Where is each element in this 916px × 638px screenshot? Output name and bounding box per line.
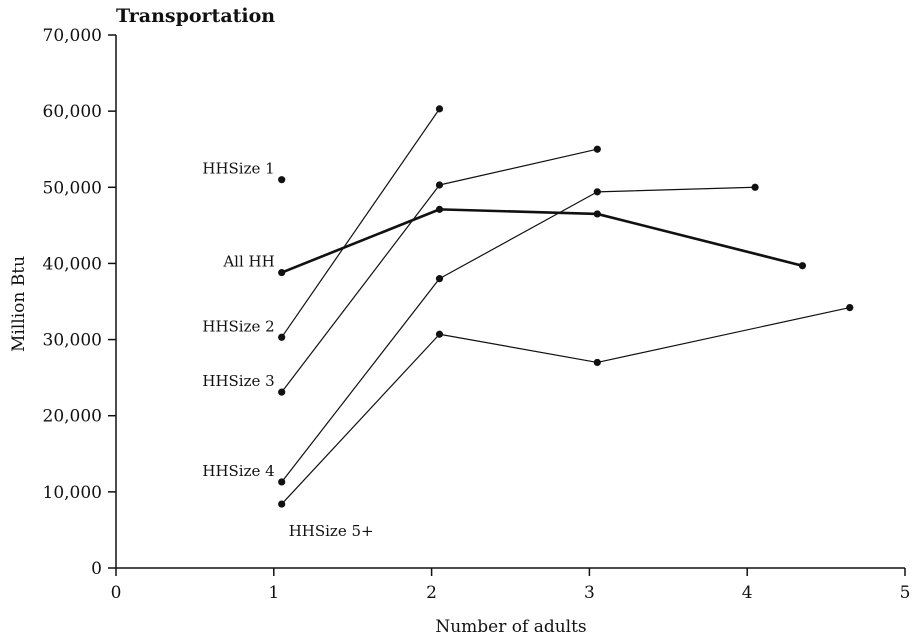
data-point-hhsize-3	[435, 181, 444, 189]
series-line-hhsize-5	[281, 307, 850, 505]
data-point-hhsize-3	[278, 388, 286, 396]
data-point-hhsize-5	[846, 303, 854, 312]
data-point-all-hh	[593, 210, 601, 218]
y-tick-label: 0	[91, 559, 102, 579]
series-label-hhsize-4: HHSize 4	[202, 462, 274, 480]
series-label-hhsize-2: HHSize 2	[202, 317, 274, 335]
series-line-hhsize-2	[281, 108, 440, 338]
data-point-hhsize-5	[593, 358, 601, 367]
data-point-hhsize-3	[593, 145, 601, 153]
data-point-hhsize-2	[435, 105, 444, 113]
x-tick-label: 2	[426, 583, 437, 603]
chart-title: Transportation	[116, 5, 275, 27]
series-line-all-hh	[281, 208, 803, 274]
y-tick-label: 30,000	[43, 331, 102, 351]
data-point-all-hh	[435, 205, 444, 213]
axes: 0 10,000 20,000 30,000 40,000 50,000 60,000 70,…	[43, 26, 911, 603]
y-tick-label: 40,000	[43, 254, 102, 274]
data-point-hhsize-4	[278, 478, 286, 486]
x-tick-label: 0	[111, 583, 122, 603]
y-axis-title: Million Btu	[9, 256, 29, 352]
y-tick-label: 10,000	[43, 483, 102, 503]
x-tick-label: 5	[900, 583, 911, 603]
data-point-hhsize-5	[435, 330, 444, 338]
axis-frame	[115, 35, 905, 569]
data-point-all-hh	[798, 262, 807, 270]
y-tick-label: 50,000	[43, 178, 102, 198]
x-axis-title: Number of adults	[435, 617, 586, 637]
data-point-hhsize-4	[751, 183, 759, 191]
x-tick-label: 1	[268, 583, 279, 603]
series-label-hhsize-5: HHSize 5+	[289, 522, 374, 540]
series-labels: HHSize 1 All HH HHSize 2 HHSize 3 HHSize 4 HH…	[202, 160, 373, 540]
data-point-hhsize-4	[435, 275, 444, 283]
series-label-hhsize-3: HHSize 3	[202, 372, 274, 390]
data-point-hhsize-2	[278, 333, 286, 341]
series-label-hhsize-1: HHSize 1	[202, 160, 274, 178]
data-point-hhsize-1	[278, 176, 286, 184]
series-line-hhsize-4	[281, 186, 756, 483]
series-lines	[281, 108, 850, 505]
data-point-all-hh	[278, 268, 286, 277]
x-tick-label: 3	[584, 583, 595, 603]
y-tick-label: 20,000	[43, 407, 102, 427]
x-tick-label: 4	[742, 583, 753, 603]
data-point-hhsize-4	[593, 188, 601, 196]
y-tick-label: 60,000	[43, 102, 102, 122]
series-points	[278, 105, 854, 508]
y-tick-label: 70,000	[43, 26, 102, 46]
y-axis-title-group: Million Btu	[9, 256, 29, 352]
series-label-all-hh: All HH	[222, 253, 274, 271]
data-point-hhsize-5	[278, 500, 286, 508]
